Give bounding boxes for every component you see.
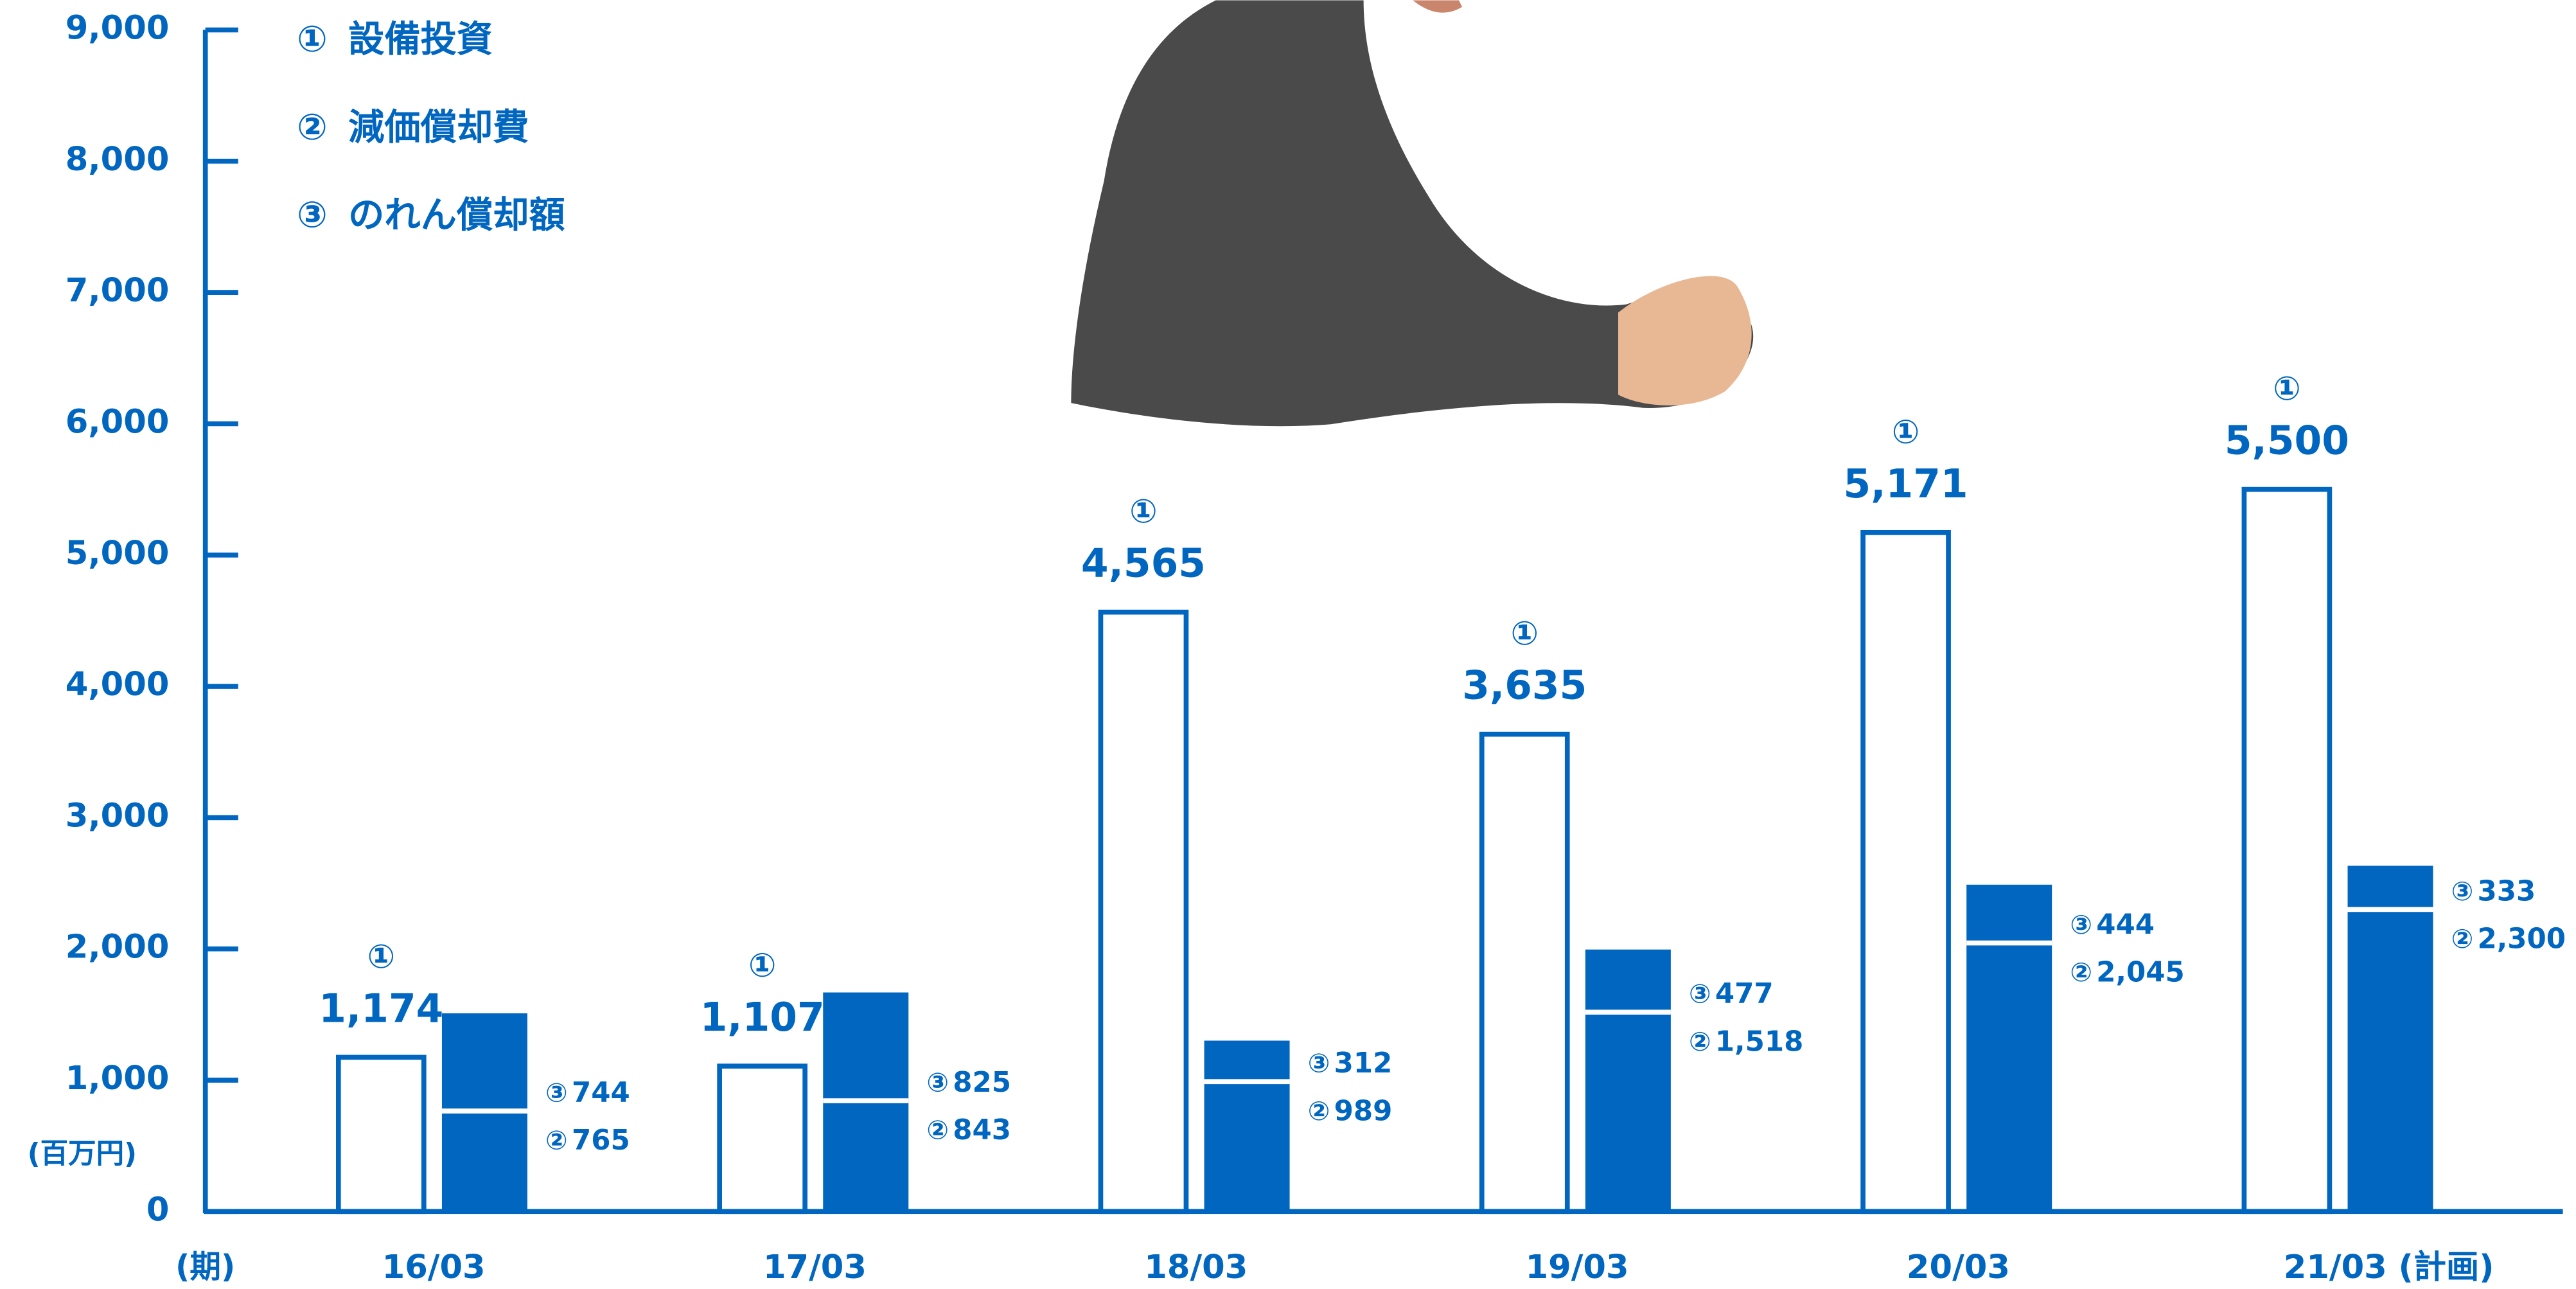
value-label: 2,300 — [2478, 923, 2566, 955]
legend-marker: ③ — [297, 195, 328, 236]
bar-segment — [1966, 885, 2052, 943]
value-label: 989 — [1334, 1095, 1393, 1127]
x-axis-label: (期) — [175, 1249, 235, 1285]
value-marker: ③ — [2070, 909, 2092, 940]
bar-segment — [442, 1013, 527, 1111]
value-label: 744 — [572, 1077, 630, 1109]
value-label: 312 — [1334, 1047, 1393, 1080]
y-tick-label: 7,000 — [66, 272, 170, 310]
value-marker: ② — [926, 1115, 949, 1146]
x-tick-label: 17/03 — [763, 1249, 867, 1286]
value-label: 5,171 — [1844, 461, 1968, 507]
value-label: 825 — [953, 1067, 1011, 1099]
value-marker: ① — [1129, 493, 1157, 531]
legend-marker: ② — [297, 107, 328, 148]
value-marker: ③ — [1308, 1048, 1330, 1079]
value-marker: ② — [1689, 1026, 1711, 1057]
y-tick-label: 5,000 — [66, 535, 170, 573]
bar — [1482, 734, 1567, 1212]
chart: (百万円) (期) 0 1,000 2,000 3,000 4,000 5,000 6,00… — [0, 0, 2576, 1289]
value-label: 477 — [1715, 978, 1774, 1010]
value-label: 1,518 — [1715, 1026, 1804, 1058]
x-tick-label: 18/03 — [1144, 1249, 1248, 1286]
value-label: 333 — [2478, 875, 2536, 907]
value-label: 1,107 — [700, 995, 825, 1040]
bar-segment — [1585, 1012, 1671, 1211]
page: (百万円) (期) 0 1,000 2,000 3,000 4,000 5,000 6,00… — [0, 0, 2576, 1289]
value-marker: ① — [1511, 615, 1539, 653]
bar — [1863, 533, 1948, 1211]
value-marker: ① — [1892, 413, 1919, 451]
bar-segment — [442, 1111, 527, 1211]
person-mouth — [1413, 1, 1462, 13]
value-marker: ③ — [545, 1077, 568, 1108]
illustration — [1071, 1, 1753, 427]
y-tick-label: 9,000 — [66, 10, 170, 48]
value-marker: ① — [748, 947, 776, 985]
bar-segment — [2348, 909, 2433, 1211]
bar — [719, 1066, 805, 1211]
y-tick-label: 2,000 — [66, 929, 170, 966]
value-marker: ① — [2273, 370, 2300, 408]
value-label: 2,045 — [2096, 957, 2185, 989]
legend-marker: ① — [297, 19, 328, 60]
x-tick-label: 21/03 (計画) — [2284, 1249, 2494, 1286]
bar-segment — [2348, 866, 2433, 909]
value-marker: ② — [2070, 957, 2092, 988]
value-marker: ③ — [1689, 979, 1711, 1009]
value-marker: ③ — [926, 1067, 949, 1098]
y-tick-label: 3,000 — [66, 797, 170, 835]
y-tick-label: 6,000 — [66, 403, 170, 441]
value-label: 843 — [953, 1114, 1011, 1146]
bar — [339, 1057, 424, 1211]
value-marker: ① — [367, 938, 395, 976]
x-tick-label: 16/03 — [382, 1249, 486, 1286]
legend-label: 減価償却費 — [348, 107, 529, 148]
value-marker: ③ — [2451, 876, 2474, 907]
value-label: 444 — [2096, 909, 2155, 941]
bar-segment — [1204, 1081, 1290, 1211]
value-label: 4,565 — [1081, 541, 1206, 587]
y-axis-label: (百万円) — [28, 1138, 137, 1170]
value-marker: ② — [545, 1125, 568, 1156]
y-tick-label: 8,000 — [66, 141, 170, 179]
person-hands — [1618, 276, 1752, 405]
bar-segment — [1585, 950, 1671, 1012]
x-tick-label: 20/03 — [1907, 1249, 2010, 1286]
y-tick-label: 1,000 — [66, 1060, 170, 1098]
bar-segment — [1204, 1040, 1290, 1081]
y-tick-label: 4,000 — [66, 666, 170, 704]
bar-segment — [1966, 943, 2052, 1211]
x-tick-label: 19/03 — [1526, 1249, 1629, 1286]
bar — [2244, 490, 2329, 1212]
bar — [1100, 612, 1186, 1212]
y-tick-label: 0 — [146, 1191, 170, 1229]
value-marker: ② — [1308, 1096, 1330, 1126]
legend-label: のれん償却額 — [348, 195, 565, 236]
value-label: 3,635 — [1462, 663, 1587, 709]
bar-segment — [823, 1101, 908, 1211]
bar-segment — [823, 993, 908, 1101]
value-label: 5,500 — [2225, 418, 2349, 464]
value-label: 1,174 — [319, 986, 443, 1031]
value-marker: ② — [2451, 923, 2474, 954]
value-label: 765 — [572, 1125, 630, 1157]
legend-label: 設備投資 — [348, 19, 493, 60]
